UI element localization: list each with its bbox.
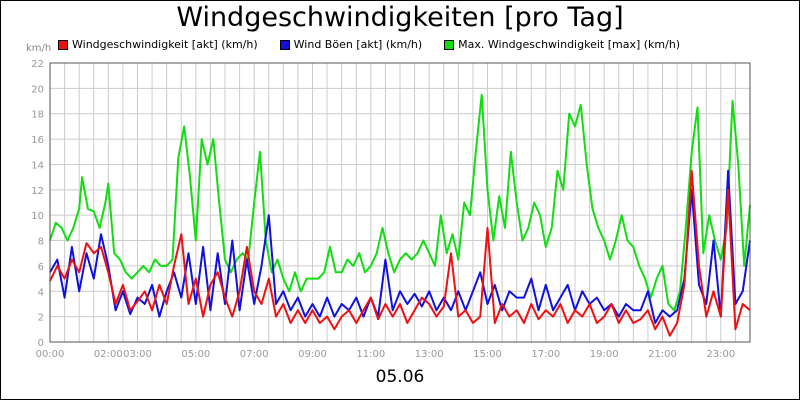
legend-swatch-blue: [279, 39, 290, 50]
x-tick-label: 07:00: [240, 349, 269, 360]
legend: Windgeschwindigkeit [akt] (km/h) Wind Bö…: [58, 38, 702, 51]
date-label: 05.06: [375, 367, 425, 387]
series-line-gusts: [49, 169, 751, 324]
legend-label-gusts: Wind Böen [akt] (km/h): [293, 38, 423, 51]
legend-item-max-speed: Max. Windgeschwindigkeit [max] (km/h): [444, 38, 680, 51]
legend-label-current-speed: Windgeschwindigkeit [akt] (km/h): [72, 38, 258, 51]
legend-label-max-speed: Max. Windgeschwindigkeit [max] (km/h): [458, 38, 681, 51]
x-tick-label: 21:00: [648, 349, 677, 360]
series-line-current-speed: [49, 169, 751, 337]
x-tick-label: 17:00: [531, 349, 560, 360]
x-tick-label: 09:00: [298, 349, 327, 360]
x-tick-label: 03:00: [123, 349, 152, 360]
x-tick-label: 02:00: [94, 349, 123, 360]
chart-title: Windgeschwindigkeiten [pro Tag]: [176, 2, 624, 33]
series-line-max-speed: [49, 93, 751, 312]
y-tick-label: 12: [31, 186, 44, 197]
y-tick-label: 8: [38, 237, 44, 248]
y-tick-label: 16: [31, 135, 44, 146]
y-tick-label: 6: [38, 262, 44, 273]
x-tick-label: 00:00: [36, 349, 65, 360]
y-axis-unit: km/h: [26, 43, 52, 54]
x-tick-label: 15:00: [473, 349, 502, 360]
plot-border: [49, 62, 751, 343]
x-tick-label: 23:00: [706, 349, 735, 360]
y-tick-label: 4: [38, 287, 44, 298]
y-tick-label: 14: [31, 160, 44, 171]
y-tick-label: 0: [38, 338, 44, 349]
x-tick-label: 13:00: [415, 349, 444, 360]
x-tick-label: 11:00: [356, 349, 385, 360]
y-tick-label: 22: [31, 59, 44, 70]
x-tick-label: 19:00: [590, 349, 619, 360]
legend-item-current-speed: Windgeschwindigkeit [akt] (km/h): [58, 38, 258, 51]
legend-item-gusts: Wind Böen [akt] (km/h): [279, 38, 423, 51]
y-tick-label: 18: [31, 110, 44, 121]
legend-swatch-red: [58, 39, 68, 50]
y-tick-label: 10: [31, 211, 44, 222]
x-tick-label: 05:00: [181, 349, 210, 360]
y-tick-label: 2: [38, 313, 44, 324]
legend-swatch-green: [444, 39, 455, 50]
y-tick-label: 20: [31, 84, 44, 95]
